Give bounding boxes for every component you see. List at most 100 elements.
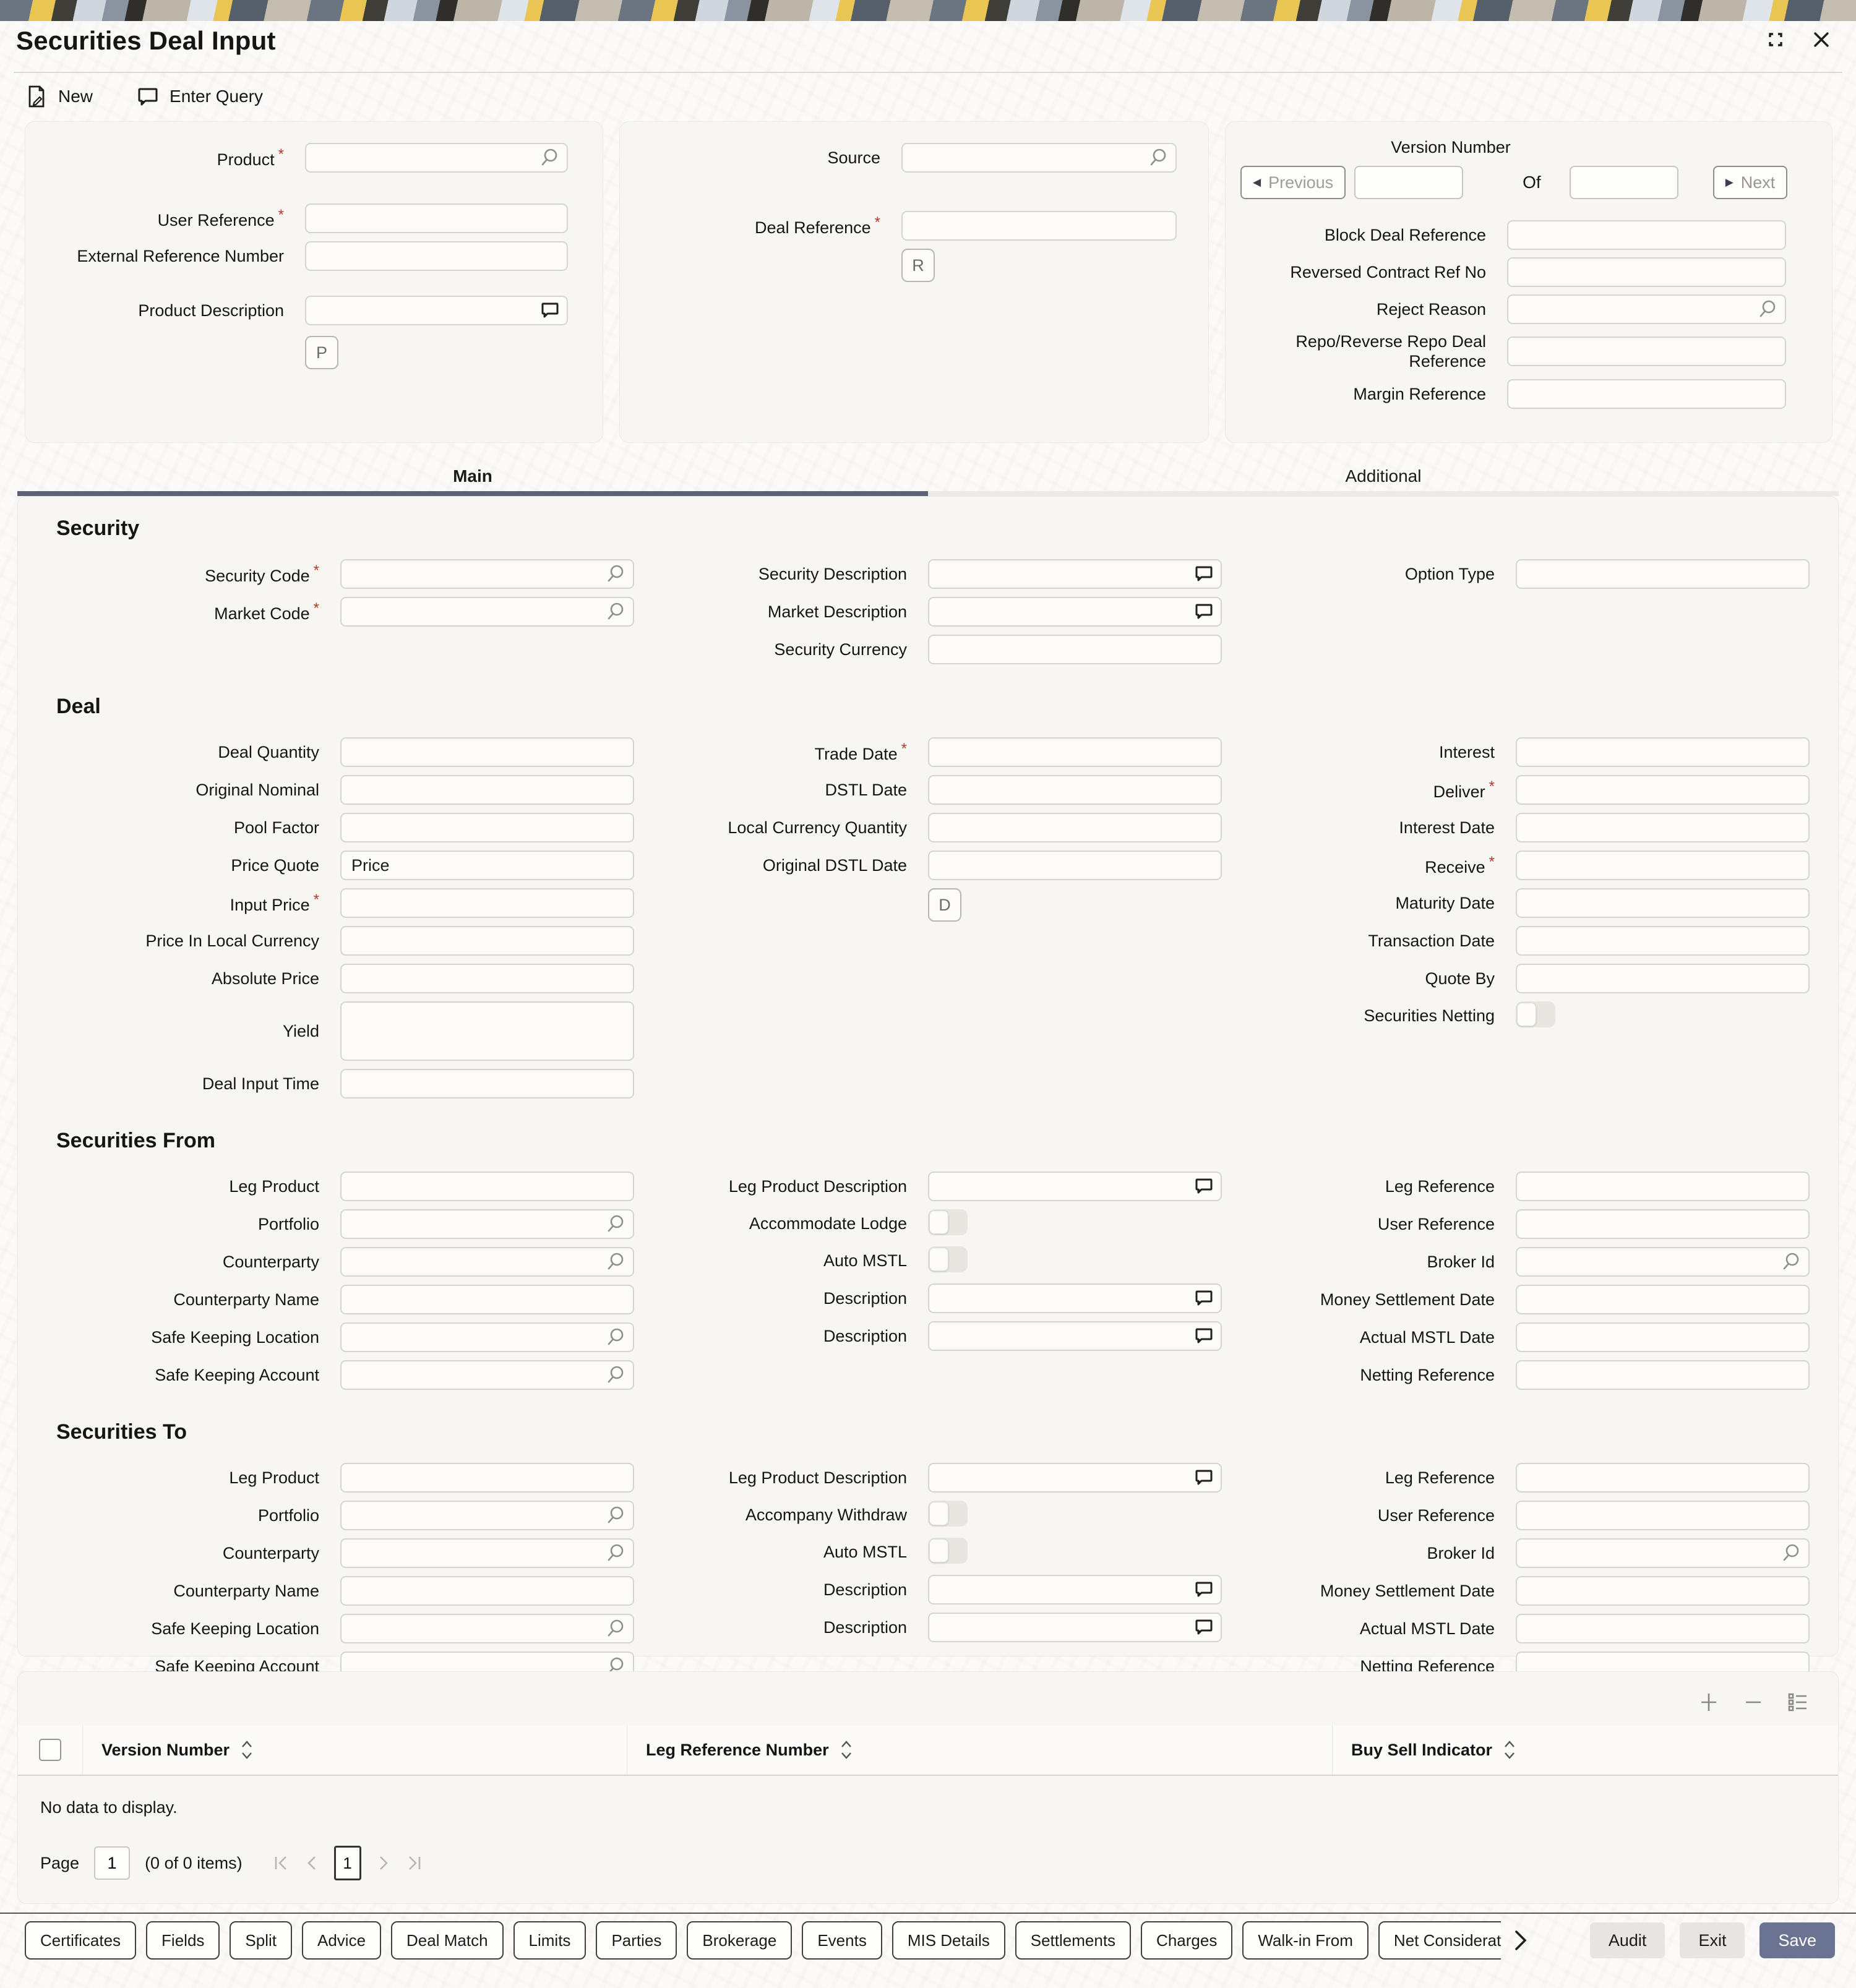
text-input[interactable] <box>340 1360 634 1390</box>
search-icon[interactable] <box>606 1505 627 1526</box>
text-input[interactable] <box>928 813 1222 842</box>
toggle-switch[interactable] <box>1516 1001 1555 1027</box>
text-input[interactable] <box>1516 964 1810 993</box>
text-input[interactable] <box>1516 1538 1810 1568</box>
comment-icon[interactable] <box>1193 1617 1214 1638</box>
footer-action-button[interactable]: Fields <box>146 1921 220 1960</box>
previous-version-button[interactable]: Previous <box>1240 166 1346 199</box>
text-input[interactable] <box>340 850 634 880</box>
text-input[interactable] <box>928 597 1222 627</box>
text-input[interactable] <box>1516 1576 1810 1606</box>
text-input[interactable] <box>340 597 634 627</box>
comment-icon[interactable] <box>1193 1288 1214 1309</box>
table-column-header[interactable]: Buy Sell Indicator <box>1332 1725 1838 1775</box>
close-icon[interactable] <box>1808 26 1835 53</box>
search-icon[interactable] <box>606 601 627 622</box>
exit-button[interactable]: Exit <box>1680 1922 1745 1958</box>
text-input[interactable] <box>340 1172 634 1201</box>
footer-action-button[interactable]: Parties <box>596 1921 677 1960</box>
last-page-icon[interactable] <box>406 1853 423 1873</box>
text-input[interactable] <box>901 143 1177 173</box>
text-input[interactable] <box>1516 1209 1810 1239</box>
toggle-switch[interactable] <box>928 1246 968 1272</box>
footer-action-button[interactable]: Settlements <box>1015 1921 1132 1960</box>
footer-action-button[interactable]: Charges <box>1141 1921 1233 1960</box>
text-input[interactable] <box>1507 220 1786 250</box>
text-input[interactable] <box>928 1172 1222 1201</box>
p-button[interactable]: P <box>305 336 338 369</box>
text-input[interactable] <box>1516 1360 1810 1390</box>
text-input[interactable] <box>340 1209 634 1239</box>
comment-icon[interactable] <box>539 300 561 321</box>
text-input[interactable] <box>928 737 1222 767</box>
text-input[interactable] <box>928 1321 1222 1351</box>
text-input[interactable] <box>901 211 1177 241</box>
text-input[interactable] <box>1516 775 1810 805</box>
text-input[interactable] <box>340 964 634 993</box>
enter-query-button[interactable]: Enter Query <box>136 85 263 108</box>
text-input[interactable] <box>928 850 1222 880</box>
comment-icon[interactable] <box>1193 1467 1214 1488</box>
sort-icon[interactable] <box>241 1740 253 1760</box>
search-icon[interactable] <box>1758 299 1779 320</box>
text-input[interactable] <box>340 1501 634 1530</box>
footer-action-button[interactable]: Limits <box>513 1921 586 1960</box>
search-icon[interactable] <box>606 1214 627 1235</box>
text-input[interactable] <box>1507 336 1786 367</box>
text-input[interactable] <box>305 204 568 233</box>
version-total-input[interactable] <box>1569 166 1678 199</box>
text-input[interactable] <box>340 1538 634 1568</box>
text-input[interactable] <box>340 813 634 842</box>
text-input[interactable] <box>340 926 634 956</box>
text-input[interactable] <box>340 888 634 918</box>
text-input[interactable] <box>305 296 568 325</box>
text-input[interactable] <box>305 241 568 271</box>
select-all-checkbox[interactable] <box>39 1739 61 1761</box>
footer-action-button[interactable]: MIS Details <box>891 1921 1005 1960</box>
text-input[interactable] <box>1516 850 1810 880</box>
text-input[interactable] <box>1507 257 1786 287</box>
text-input[interactable] <box>928 1613 1222 1642</box>
add-row-icon[interactable] <box>1696 1689 1722 1715</box>
comment-icon[interactable] <box>1193 601 1214 622</box>
text-input[interactable] <box>1516 559 1810 589</box>
r-button[interactable]: R <box>901 249 935 282</box>
text-input[interactable] <box>928 635 1222 664</box>
table-column-header[interactable]: Version Number <box>82 1725 627 1775</box>
sort-icon[interactable] <box>1503 1740 1516 1760</box>
text-input[interactable] <box>1516 813 1810 842</box>
text-input[interactable] <box>1516 926 1810 956</box>
footer-action-button[interactable]: Advice <box>301 1921 382 1960</box>
footer-action-button[interactable]: Deal Match <box>391 1921 504 1960</box>
sort-icon[interactable] <box>840 1740 853 1760</box>
text-input[interactable] <box>1516 1501 1810 1530</box>
search-icon[interactable] <box>1781 1251 1802 1272</box>
text-input[interactable] <box>340 1001 634 1061</box>
toggle-switch[interactable] <box>928 1538 968 1564</box>
footer-action-button[interactable]: Walk-in From <box>1242 1921 1368 1960</box>
comment-icon[interactable] <box>1193 563 1214 585</box>
comment-icon[interactable] <box>1193 1176 1214 1197</box>
more-actions-chevron[interactable] <box>1513 1927 1528 1954</box>
text-input[interactable] <box>1516 888 1810 918</box>
search-icon[interactable] <box>606 1327 627 1348</box>
text-input[interactable] <box>1516 1172 1810 1201</box>
text-input[interactable] <box>1516 1614 1810 1643</box>
text-input[interactable] <box>928 1283 1222 1313</box>
text-input[interactable] <box>340 1614 634 1643</box>
search-icon[interactable] <box>606 1251 627 1272</box>
text-input[interactable] <box>340 559 634 589</box>
text-input[interactable] <box>928 775 1222 805</box>
text-input[interactable] <box>340 1069 634 1099</box>
search-icon[interactable] <box>1781 1543 1802 1564</box>
footer-action-button[interactable]: Split <box>230 1921 292 1960</box>
next-version-button[interactable]: Next <box>1712 166 1788 199</box>
text-input[interactable] <box>928 1463 1222 1493</box>
search-icon[interactable] <box>539 147 561 168</box>
comment-icon[interactable] <box>1193 1579 1214 1600</box>
text-input[interactable] <box>340 1247 634 1277</box>
text-input[interactable] <box>340 1463 634 1493</box>
text-input[interactable] <box>928 559 1222 589</box>
search-icon[interactable] <box>606 1543 627 1564</box>
tab-additional[interactable]: Additional <box>928 460 1839 496</box>
